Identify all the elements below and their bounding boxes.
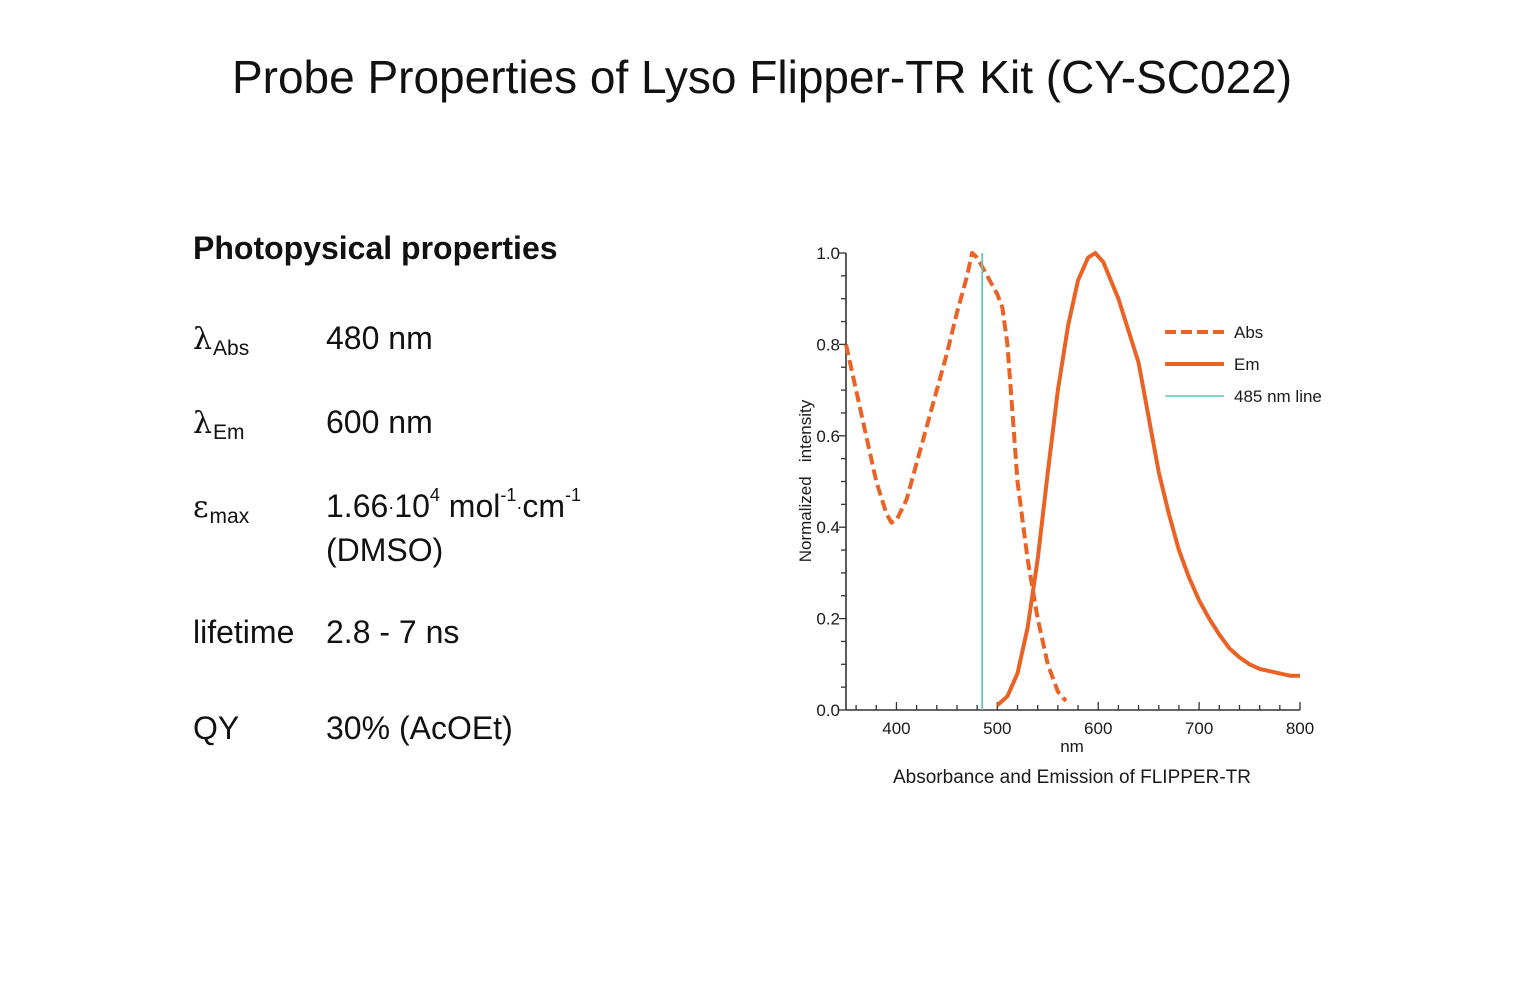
abs-curve — [844, 251, 1068, 703]
x-tick-label: 600 — [1084, 719, 1112, 738]
legend-label: 485 nm line — [1234, 387, 1322, 406]
x-axis-label: nm — [1060, 737, 1084, 756]
y-axis-label: Normalized intensity — [796, 399, 815, 562]
chart-curves — [844, 251, 1300, 710]
y-tick-label: 0.2 — [816, 610, 840, 629]
legend-item-em: Em — [1165, 355, 1260, 374]
x-tick-label: 700 — [1185, 719, 1213, 738]
chart-legend: Abs Em 485 nm line — [1165, 323, 1322, 406]
property-value: 30% (AcOEt) — [326, 710, 513, 746]
legend-item-abs: Abs — [1165, 323, 1263, 342]
y-tick-label: 0.6 — [816, 427, 840, 446]
property-value: 600 nm — [326, 404, 433, 440]
property-label: QY — [193, 710, 240, 746]
y-tick-label: 0.0 — [816, 701, 840, 720]
property-value-solvent: (DMSO) — [326, 532, 444, 568]
chart-title: Absorbance and Emission of FLIPPER-TR — [893, 767, 1251, 788]
em-curve — [995, 251, 1300, 707]
x-tick-label: 400 — [882, 719, 910, 738]
y-tick-label: 0.4 — [816, 518, 840, 537]
x-tick-label: 800 — [1286, 719, 1314, 738]
legend-label: Abs — [1234, 323, 1263, 342]
property-label: λAbs — [193, 322, 250, 360]
property-value: 1.66·104 mol-1·cm-1 — [326, 485, 582, 524]
property-label: λEm — [193, 406, 245, 444]
property-label: lifetime — [193, 614, 295, 650]
x-tick-label: 500 — [983, 719, 1011, 738]
legend-item-485nm: 485 nm line — [1165, 387, 1322, 406]
property-value: 2.8 - 7 ns — [326, 614, 460, 650]
y-tick-label: 0.8 — [816, 335, 840, 354]
page-title: Probe Properties of Lyso Flipper-TR Kit … — [231, 51, 1293, 103]
property-label: εmax — [193, 490, 250, 528]
y-tick-label: 1.0 — [816, 244, 840, 263]
chart-axes: 400 500 600 700 800 0.0 0.2 0.4 0.6 0.8 1.0 — [816, 244, 1314, 738]
property-value: 480 nm — [326, 320, 433, 356]
legend-label: Em — [1234, 355, 1260, 374]
properties-heading: Photopysical properties — [193, 230, 558, 266]
